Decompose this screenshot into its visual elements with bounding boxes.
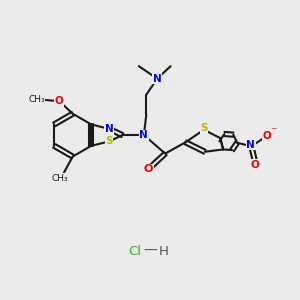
Text: O: O [262,131,271,142]
Text: CH₃: CH₃ [52,174,69,183]
Text: H: H [158,244,168,258]
Text: O: O [250,160,259,170]
Text: —: — [144,244,158,258]
Text: Cl: Cl [129,244,142,258]
Text: S: S [200,123,208,133]
Text: N: N [105,124,113,134]
Text: CH₃: CH₃ [28,95,45,104]
Text: N: N [140,130,148,140]
Text: ⁻: ⁻ [270,125,277,138]
Text: N: N [246,140,255,150]
Text: S: S [105,136,113,146]
Text: N: N [153,74,162,84]
Text: O: O [55,96,64,106]
Text: O: O [144,164,153,174]
